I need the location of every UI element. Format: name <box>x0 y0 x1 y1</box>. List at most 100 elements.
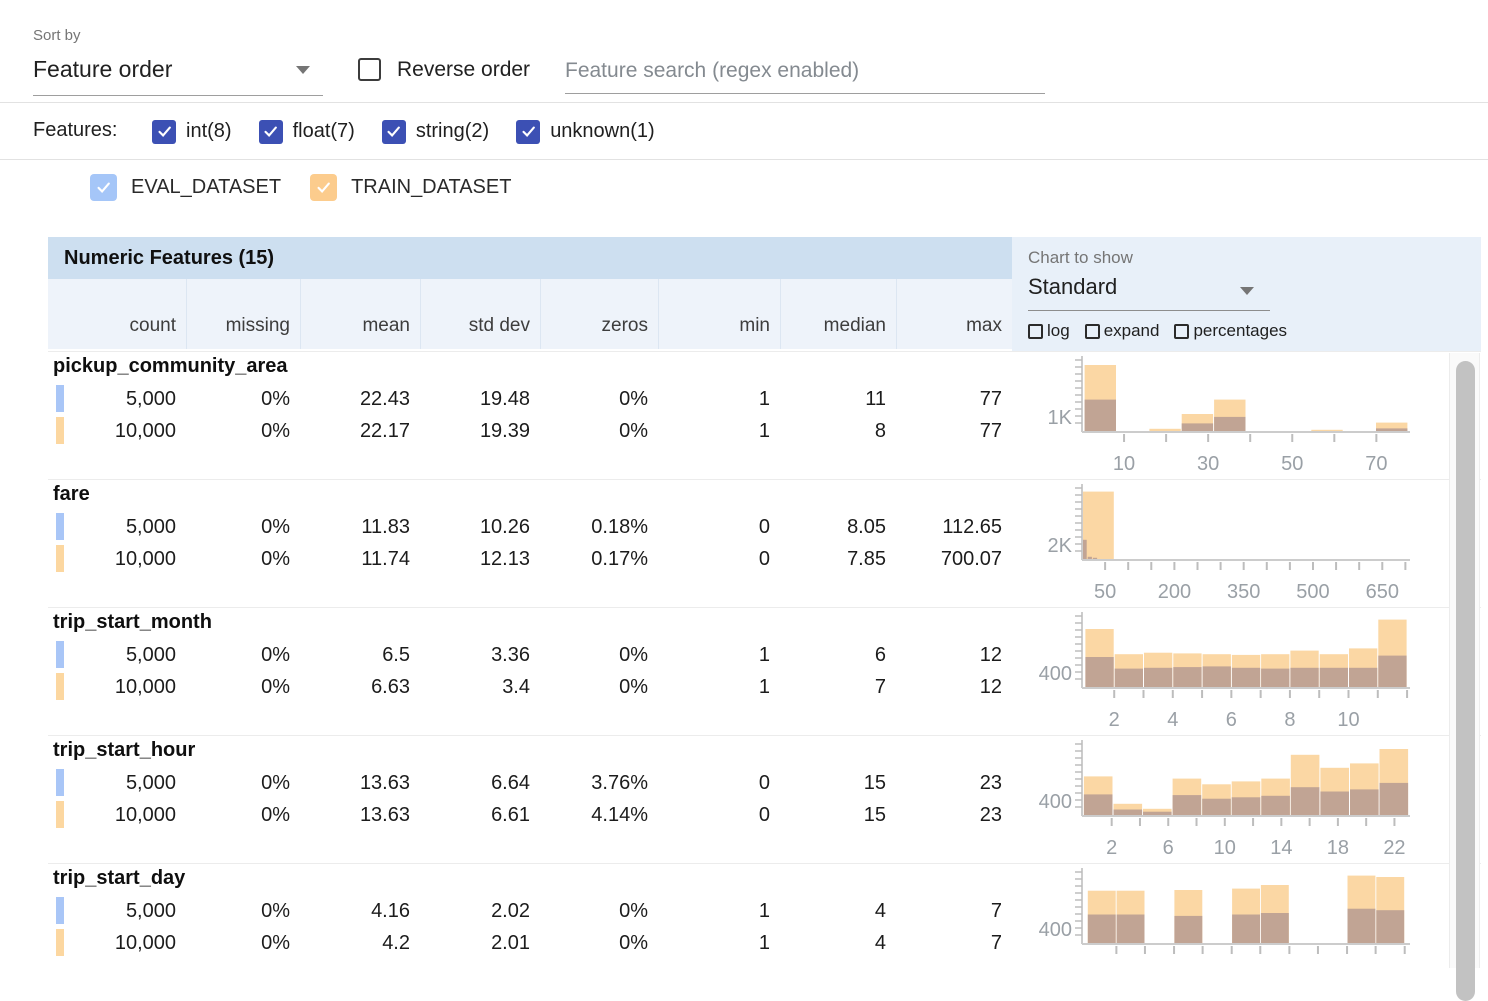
chart-option-label: percentages <box>1193 321 1288 340</box>
column-header-zeros: zeros <box>540 279 658 349</box>
chevron-down-icon[interactable] <box>1240 287 1254 295</box>
train-swatch-icon <box>56 929 64 956</box>
feature-name: trip_start_month <box>53 611 212 633</box>
stat-zeros: 0.17% <box>591 547 648 570</box>
checked-checkbox-icon[interactable] <box>516 119 541 144</box>
column-header-count: count <box>129 315 176 336</box>
unchecked-checkbox-icon[interactable] <box>1174 323 1190 339</box>
type-filter-unknown1[interactable]: unknown(1) <box>516 119 655 144</box>
train-swatch-icon <box>56 545 64 572</box>
type-filter-int8[interactable]: int(8) <box>152 119 232 144</box>
x-axis-tick-label: 14 <box>1270 837 1292 859</box>
stat-count: 5,000 <box>125 643 176 666</box>
checked-checkbox-icon[interactable] <box>152 119 176 144</box>
chart-option-label: expand <box>1103 321 1160 340</box>
x-axis-tick-label: 50 <box>1281 453 1303 475</box>
train-swatch-icon <box>56 801 64 828</box>
chart-option-checkboxes: log expand percentages <box>1028 321 1287 341</box>
eval-swatch-icon <box>56 641 64 668</box>
stat-max: 23 <box>979 771 1002 794</box>
stat-row-train: 10,000 0% 22.17 19.39 0% 1 8 77 <box>48 415 1012 447</box>
stat-mean: 4.16 <box>371 899 410 922</box>
unchecked-checkbox-icon[interactable] <box>1084 323 1100 339</box>
stat-mean: 22.17 <box>359 419 410 442</box>
stat-max: 700.07 <box>940 547 1002 570</box>
x-axis-tick-label: 2 <box>1109 709 1120 731</box>
chart-option-percentages[interactable]: percentages <box>1174 321 1287 341</box>
histogram-trip_start_day: 400 <box>1039 868 1410 954</box>
sort-by-underline <box>33 95 323 96</box>
stat-missing: 0% <box>261 387 290 410</box>
train-swatch-icon <box>56 673 64 700</box>
dataset-legend-row: EVAL_DATASET TRAIN_DATASET <box>0 160 1488 232</box>
stat-min: 0 <box>758 515 770 538</box>
type-filter-string2[interactable]: string(2) <box>381 119 489 144</box>
x-axis-tick-label: 500 <box>1296 581 1329 603</box>
chart-to-show-label: Chart to show <box>1028 248 1133 267</box>
chart-option-log[interactable]: log <box>1028 321 1070 341</box>
chart-type-dropdown[interactable]: Standard <box>1028 274 1118 299</box>
feature-type-filter-row: Features: int(8) float(7) string(2) unknown… <box>0 103 1488 160</box>
feature-search-input[interactable] <box>565 48 1045 94</box>
column-header-median: median <box>780 279 896 349</box>
stat-zeros: 0% <box>619 675 648 698</box>
feature-block-pickup_community_area: pickup_community_area 5,000 0% 22.43 19.48 0%… <box>48 351 1481 479</box>
chart-to-show-panel: Chart to show Standard log expand percenta… <box>1012 237 1481 352</box>
checked-checkbox-icon[interactable] <box>381 119 406 144</box>
checked-checkbox-icon[interactable] <box>258 119 283 144</box>
stat-min: 1 <box>758 419 770 442</box>
x-axis-tick-label: 200 <box>1158 581 1191 603</box>
dataset-label: EVAL_DATASET <box>131 176 282 198</box>
feature-name: trip_start_day <box>53 867 186 889</box>
stat-count: 10,000 <box>114 931 176 954</box>
stat-std-dev: 3.36 <box>491 643 530 666</box>
checked-checkbox-icon[interactable] <box>90 174 117 201</box>
stat-count: 10,000 <box>114 419 176 442</box>
stat-mean: 6.5 <box>382 643 410 666</box>
stat-mean: 11.74 <box>361 547 410 570</box>
x-axis-tick-label: 22 <box>1383 837 1405 859</box>
stat-std-dev: 19.48 <box>479 387 530 410</box>
stat-median: 7.85 <box>847 547 886 570</box>
vertical-scrollbar[interactable] <box>1449 353 1480 1001</box>
checked-checkbox-icon[interactable] <box>310 174 338 201</box>
stat-median: 8 <box>874 419 886 442</box>
type-filter-label: int(8) <box>186 120 232 142</box>
stat-min: 1 <box>758 643 770 666</box>
table-title: Numeric Features (15) <box>48 237 1012 279</box>
x-axis-tick-label: 6 <box>1163 837 1174 859</box>
stat-min: 1 <box>758 899 770 922</box>
y-axis-label: 400 <box>1039 919 1072 941</box>
column-header-mean: mean <box>300 279 420 349</box>
chevron-down-icon[interactable] <box>296 66 310 74</box>
stat-missing: 0% <box>261 803 290 826</box>
sort-by-dropdown[interactable]: Feature order <box>33 56 173 82</box>
stat-missing: 0% <box>261 643 290 666</box>
check-icon <box>522 126 535 137</box>
stat-zeros: 3.76% <box>591 771 648 794</box>
stat-missing: 0% <box>261 419 290 442</box>
stat-min: 0 <box>758 547 770 570</box>
stat-count: 5,000 <box>125 899 176 922</box>
chart-option-expand[interactable]: expand <box>1084 321 1160 341</box>
feature-type-filters: int(8) float(7) string(2) unknown(1) <box>152 103 655 160</box>
stat-max: 7 <box>990 931 1002 954</box>
stat-median: 4 <box>874 931 886 954</box>
histogram-pickup_community_area: 1K 10 30 50 70 <box>1048 356 1410 475</box>
unchecked-checkbox-icon[interactable] <box>1028 323 1043 339</box>
feature-block-fare: fare 5,000 0% 11.83 10.26 0.18% 0 8.05 112.65 10,… <box>48 479 1481 607</box>
x-axis-tick-label: 10 <box>1214 837 1236 859</box>
features-label: Features: <box>33 119 118 141</box>
scrollbar-thumb[interactable] <box>1456 361 1475 1001</box>
type-filter-float7[interactable]: float(7) <box>258 119 355 144</box>
stat-missing: 0% <box>261 771 290 794</box>
dataset-toggle-eval_dataset[interactable]: EVAL_DATASET <box>90 174 281 201</box>
dataset-toggle-train_dataset[interactable]: TRAIN_DATASET <box>310 174 511 201</box>
x-axis-tick-label: 70 <box>1365 453 1387 475</box>
stat-missing: 0% <box>261 675 290 698</box>
y-axis-label: 400 <box>1039 663 1072 685</box>
stat-std-dev: 6.61 <box>491 803 530 826</box>
stat-mean: 11.83 <box>361 515 410 538</box>
reverse-order-checkbox[interactable] <box>358 58 381 81</box>
y-axis-label: 1K <box>1048 407 1073 429</box>
